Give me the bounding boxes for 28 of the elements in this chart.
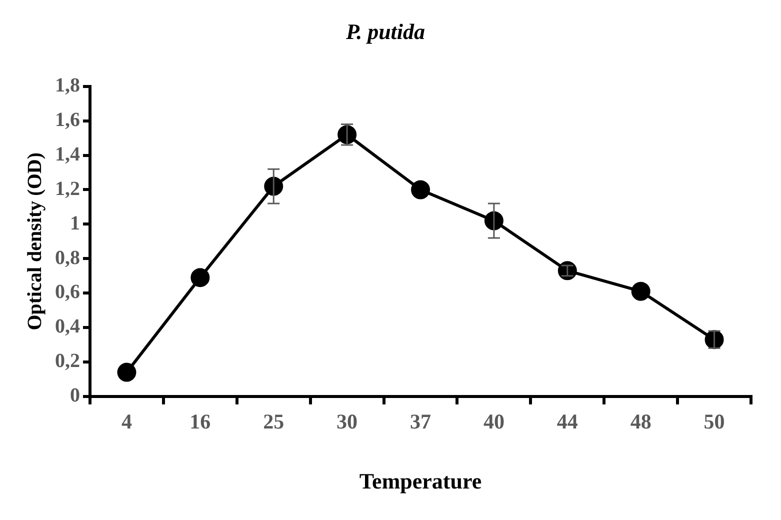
y-tick-label: 0,2 — [55, 350, 80, 372]
x-tick-label: 40 — [483, 409, 504, 434]
y-tick-label: 1,6 — [55, 109, 80, 132]
x-tick-label: 25 — [263, 409, 284, 434]
x-tick-label: 37 — [410, 409, 431, 434]
chart-title: P. putida — [344, 18, 426, 44]
x-tick-label: 4 — [121, 409, 132, 434]
point — [704, 330, 724, 350]
y-tick-label: 1,2 — [55, 178, 80, 200]
y-axis-title: Optical density (OD) — [24, 152, 46, 330]
x-tick-label: 16 — [190, 409, 211, 434]
x-tick-label: 50 — [704, 409, 725, 434]
y-tick-label: 1,8 — [55, 74, 80, 97]
x-tick-label: 44 — [556, 409, 578, 434]
point — [411, 180, 430, 200]
y-tick-label: 1,4 — [55, 143, 80, 166]
x-axis-title: Temperature — [359, 468, 482, 494]
point — [190, 268, 210, 288]
point — [558, 261, 577, 280]
point — [631, 282, 650, 301]
y-tick-label: 0,4 — [55, 316, 80, 338]
y-tick-label: 0 — [70, 384, 80, 407]
y-tick-label: 0,6 — [55, 281, 80, 304]
point — [117, 362, 136, 382]
x-tick-label: 48 — [630, 409, 652, 434]
y-tick-label: 1 — [70, 212, 80, 234]
x-tick-label: 30 — [336, 409, 358, 434]
y-tick-label: 0,8 — [55, 246, 80, 269]
